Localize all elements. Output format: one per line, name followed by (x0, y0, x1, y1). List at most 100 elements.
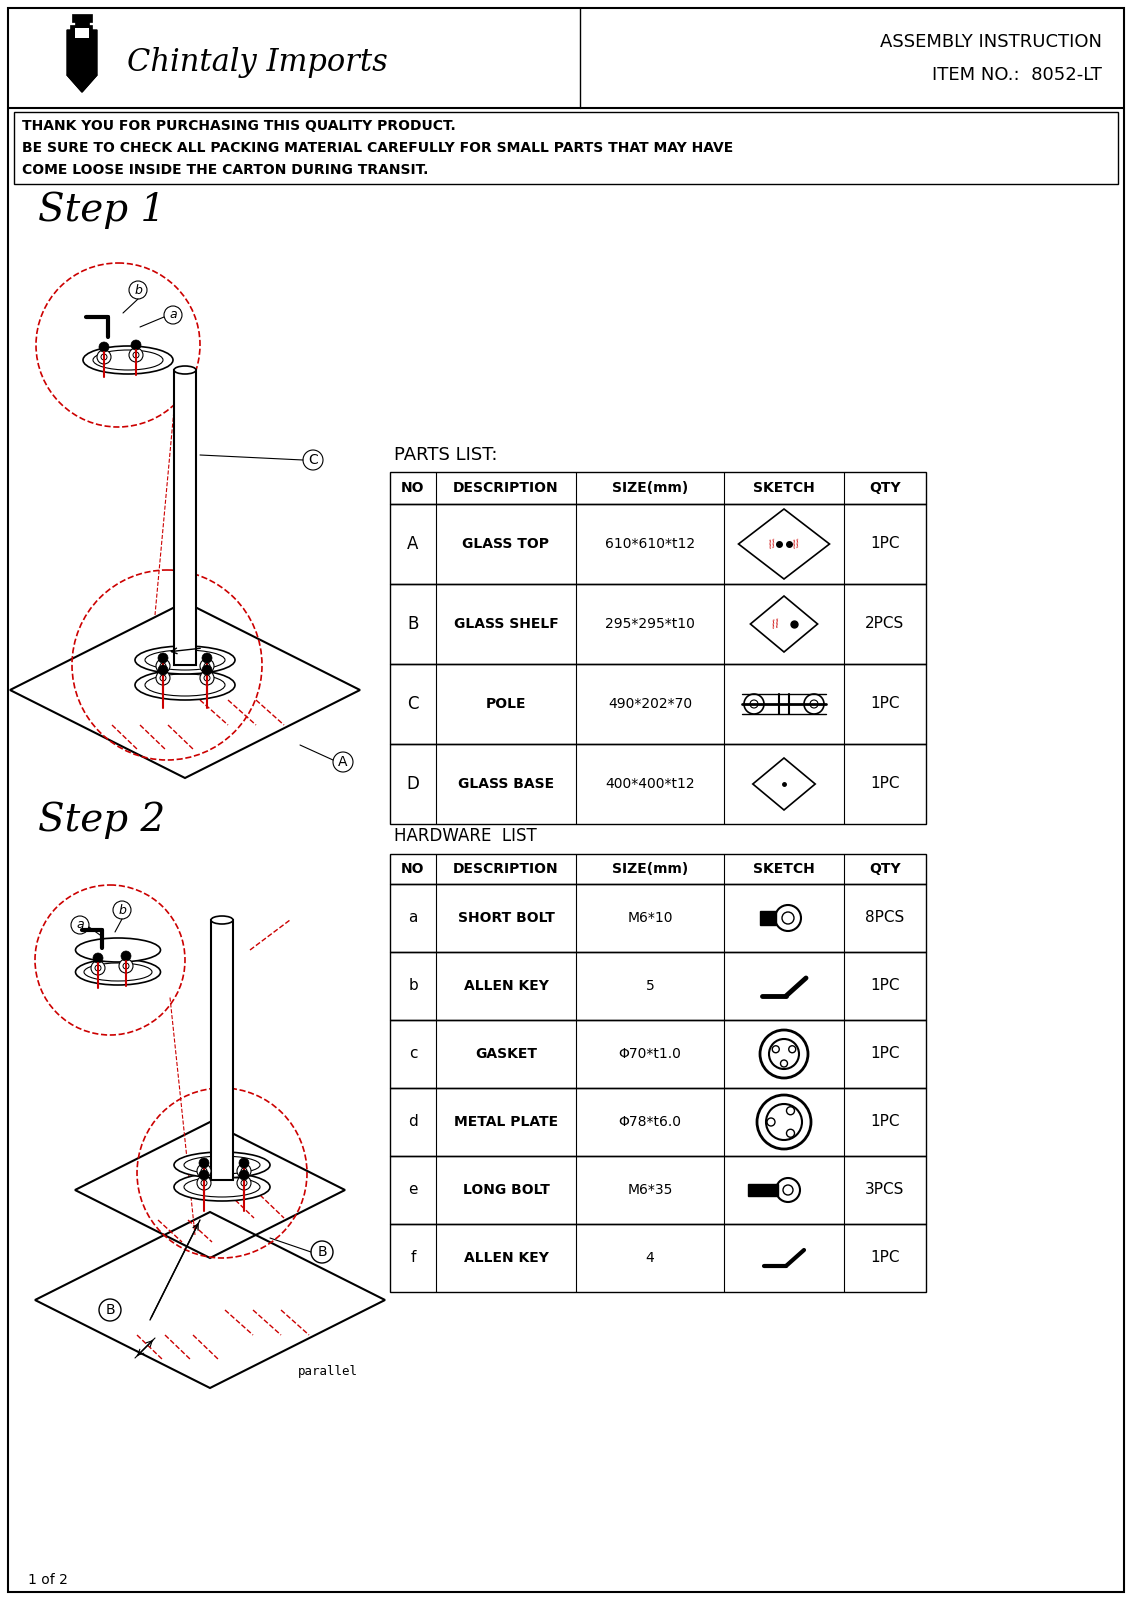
Text: 1PC: 1PC (871, 1046, 900, 1061)
Ellipse shape (135, 670, 235, 701)
Text: HARDWARE  LIST: HARDWARE LIST (394, 827, 537, 845)
Text: DESCRIPTION: DESCRIPTION (453, 482, 559, 494)
Bar (391, 472, 926, 504)
Bar (391, 744, 926, 824)
Ellipse shape (174, 1152, 271, 1178)
Circle shape (131, 341, 142, 350)
Circle shape (158, 666, 168, 675)
Text: B: B (105, 1302, 114, 1317)
Bar (391, 1155, 926, 1224)
Circle shape (237, 1165, 251, 1178)
Text: 2PCS: 2PCS (865, 616, 904, 632)
Bar (391, 1021, 926, 1088)
Circle shape (121, 950, 131, 962)
Text: GASKET: GASKET (475, 1046, 537, 1061)
Text: Step 1: Step 1 (38, 192, 165, 229)
Text: parallel: parallel (298, 1365, 358, 1379)
Text: 490*202*70: 490*202*70 (608, 698, 692, 710)
Text: d: d (409, 1115, 418, 1130)
Circle shape (93, 954, 103, 963)
Text: 295*295*t10: 295*295*t10 (606, 618, 695, 630)
Circle shape (156, 670, 170, 685)
Text: 1PC: 1PC (871, 776, 900, 792)
Ellipse shape (174, 1173, 271, 1202)
Text: GLASS BASE: GLASS BASE (458, 778, 554, 790)
Text: e: e (409, 1182, 418, 1197)
Text: Step 2: Step 2 (38, 802, 165, 838)
Text: M6*35: M6*35 (627, 1182, 672, 1197)
Text: 400*400*t12: 400*400*t12 (606, 778, 695, 790)
Text: 1PC: 1PC (871, 1251, 900, 1266)
Text: A: A (408, 534, 419, 554)
Bar (75, 19, 89, 27)
Text: ALLEN KEY: ALLEN KEY (464, 1251, 548, 1266)
Ellipse shape (135, 646, 235, 674)
Circle shape (158, 653, 168, 662)
Text: METAL PLATE: METAL PLATE (454, 1115, 558, 1130)
Ellipse shape (83, 346, 173, 374)
Circle shape (156, 659, 170, 674)
Text: //: // (791, 538, 800, 550)
Text: SHORT BOLT: SHORT BOLT (457, 910, 555, 925)
Text: GLASS TOP: GLASS TOP (463, 538, 549, 550)
Text: b: b (409, 979, 418, 994)
Bar (748, 1184, 778, 1197)
Bar (72, 14, 92, 22)
Text: M6*10: M6*10 (627, 910, 672, 925)
Bar (14, 112, 1118, 184)
Text: ASSEMBLY INSTRUCTION: ASSEMBLY INSTRUCTION (880, 34, 1101, 51)
Circle shape (239, 1158, 249, 1168)
Bar (391, 952, 926, 1021)
Text: f: f (410, 1251, 415, 1266)
Circle shape (197, 1176, 211, 1190)
Circle shape (199, 1158, 209, 1168)
Circle shape (97, 350, 111, 365)
Text: C: C (308, 453, 318, 467)
Text: b: b (118, 904, 126, 917)
Text: 3PCS: 3PCS (865, 1182, 904, 1197)
Text: a: a (76, 918, 84, 931)
Ellipse shape (174, 366, 196, 374)
Bar (760, 910, 777, 925)
Bar (391, 664, 926, 744)
Text: B: B (317, 1245, 327, 1259)
Text: GLASS SHELF: GLASS SHELF (454, 618, 558, 630)
Text: //: // (767, 538, 777, 550)
Text: POLE: POLE (486, 698, 526, 710)
Text: ITEM NO.:  8052-LT: ITEM NO.: 8052-LT (932, 66, 1101, 83)
Text: b: b (134, 283, 142, 296)
Circle shape (197, 1165, 211, 1178)
Circle shape (200, 659, 214, 674)
Circle shape (199, 1170, 209, 1181)
Text: C: C (408, 694, 419, 714)
Ellipse shape (76, 938, 161, 962)
Text: 8PCS: 8PCS (865, 910, 904, 925)
Bar (391, 1224, 926, 1293)
Bar (391, 584, 926, 664)
Text: a: a (409, 910, 418, 925)
Circle shape (91, 962, 105, 974)
Text: BE SURE TO CHECK ALL PACKING MATERIAL CAREFULLY FOR SMALL PARTS THAT MAY HAVE: BE SURE TO CHECK ALL PACKING MATERIAL CA… (22, 141, 734, 155)
Polygon shape (67, 75, 97, 91)
Bar (174, 370, 196, 666)
Text: 5: 5 (645, 979, 654, 994)
Text: B: B (408, 614, 419, 634)
Text: Φ78*t6.0: Φ78*t6.0 (618, 1115, 681, 1130)
Circle shape (239, 1170, 249, 1181)
Ellipse shape (76, 958, 161, 986)
Bar (391, 854, 926, 883)
Text: QTY: QTY (869, 862, 901, 877)
Text: SKETCH: SKETCH (753, 482, 815, 494)
Text: 610*610*t12: 610*610*t12 (604, 538, 695, 550)
Circle shape (201, 653, 212, 662)
Circle shape (129, 349, 143, 362)
Text: D: D (406, 774, 420, 794)
Text: COME LOOSE INSIDE THE CARTON DURING TRANSIT.: COME LOOSE INSIDE THE CARTON DURING TRAN… (22, 163, 428, 178)
Text: SIZE(mm): SIZE(mm) (612, 862, 688, 877)
Text: SIZE(mm): SIZE(mm) (612, 482, 688, 494)
Text: 1PC: 1PC (871, 696, 900, 712)
Text: LONG BOLT: LONG BOLT (463, 1182, 549, 1197)
Bar (75, 27, 89, 38)
Text: NO: NO (401, 862, 424, 877)
Circle shape (201, 666, 212, 675)
